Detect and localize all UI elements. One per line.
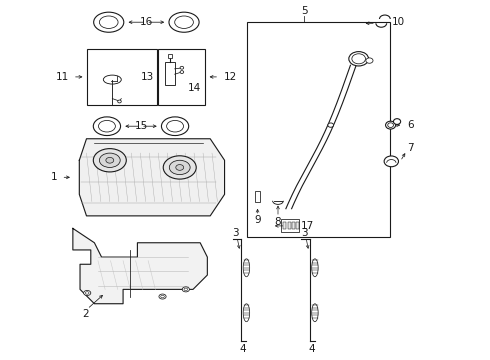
Bar <box>288 222 291 229</box>
Ellipse shape <box>349 51 368 66</box>
Ellipse shape <box>94 12 124 32</box>
Text: 17: 17 <box>301 221 315 231</box>
Ellipse shape <box>161 117 189 135</box>
Bar <box>247 22 390 237</box>
Ellipse shape <box>176 165 184 170</box>
Ellipse shape <box>99 153 120 167</box>
Ellipse shape <box>312 304 318 322</box>
Text: 15: 15 <box>134 121 147 131</box>
Ellipse shape <box>328 123 334 127</box>
Ellipse shape <box>393 119 401 125</box>
Text: 8: 8 <box>275 217 281 226</box>
Text: 3: 3 <box>301 228 308 238</box>
Text: 12: 12 <box>223 72 237 82</box>
Ellipse shape <box>167 121 184 132</box>
Bar <box>165 62 175 85</box>
Text: 2: 2 <box>82 309 89 319</box>
Ellipse shape <box>170 160 190 175</box>
Bar <box>296 222 299 229</box>
Text: 7: 7 <box>407 143 414 153</box>
Ellipse shape <box>98 121 115 132</box>
Bar <box>255 192 260 202</box>
Ellipse shape <box>93 149 126 172</box>
Ellipse shape <box>366 58 373 63</box>
Text: 11: 11 <box>55 72 69 82</box>
Ellipse shape <box>85 292 89 294</box>
Bar <box>281 220 299 232</box>
Ellipse shape <box>106 157 114 163</box>
Text: 4: 4 <box>240 343 246 354</box>
Ellipse shape <box>180 66 184 69</box>
Ellipse shape <box>161 295 164 298</box>
Ellipse shape <box>175 16 194 28</box>
Ellipse shape <box>352 54 366 64</box>
Text: 14: 14 <box>188 83 201 93</box>
Text: 1: 1 <box>50 172 57 182</box>
Polygon shape <box>79 139 224 216</box>
Text: 3: 3 <box>232 228 239 238</box>
Ellipse shape <box>159 294 166 299</box>
Ellipse shape <box>163 156 196 179</box>
Ellipse shape <box>384 156 398 167</box>
Text: 9: 9 <box>254 215 261 225</box>
Bar <box>283 222 286 229</box>
Text: 10: 10 <box>392 17 405 27</box>
Ellipse shape <box>84 291 91 296</box>
Bar <box>87 49 157 105</box>
Ellipse shape <box>388 123 393 127</box>
Ellipse shape <box>118 100 122 103</box>
Ellipse shape <box>386 121 395 129</box>
Ellipse shape <box>180 71 184 73</box>
Bar <box>292 222 295 229</box>
Text: 16: 16 <box>140 17 153 27</box>
Text: 4: 4 <box>308 343 315 354</box>
Ellipse shape <box>243 304 250 322</box>
Ellipse shape <box>243 259 250 277</box>
Ellipse shape <box>312 259 318 277</box>
Text: 6: 6 <box>407 120 414 130</box>
Text: 5: 5 <box>301 6 308 17</box>
Text: 13: 13 <box>141 72 154 82</box>
Ellipse shape <box>184 288 188 291</box>
Ellipse shape <box>182 287 190 292</box>
Bar <box>168 54 172 58</box>
Polygon shape <box>73 228 207 304</box>
Ellipse shape <box>169 12 199 32</box>
Ellipse shape <box>99 16 118 28</box>
Ellipse shape <box>103 75 122 84</box>
Ellipse shape <box>93 117 121 135</box>
Bar <box>158 49 205 105</box>
